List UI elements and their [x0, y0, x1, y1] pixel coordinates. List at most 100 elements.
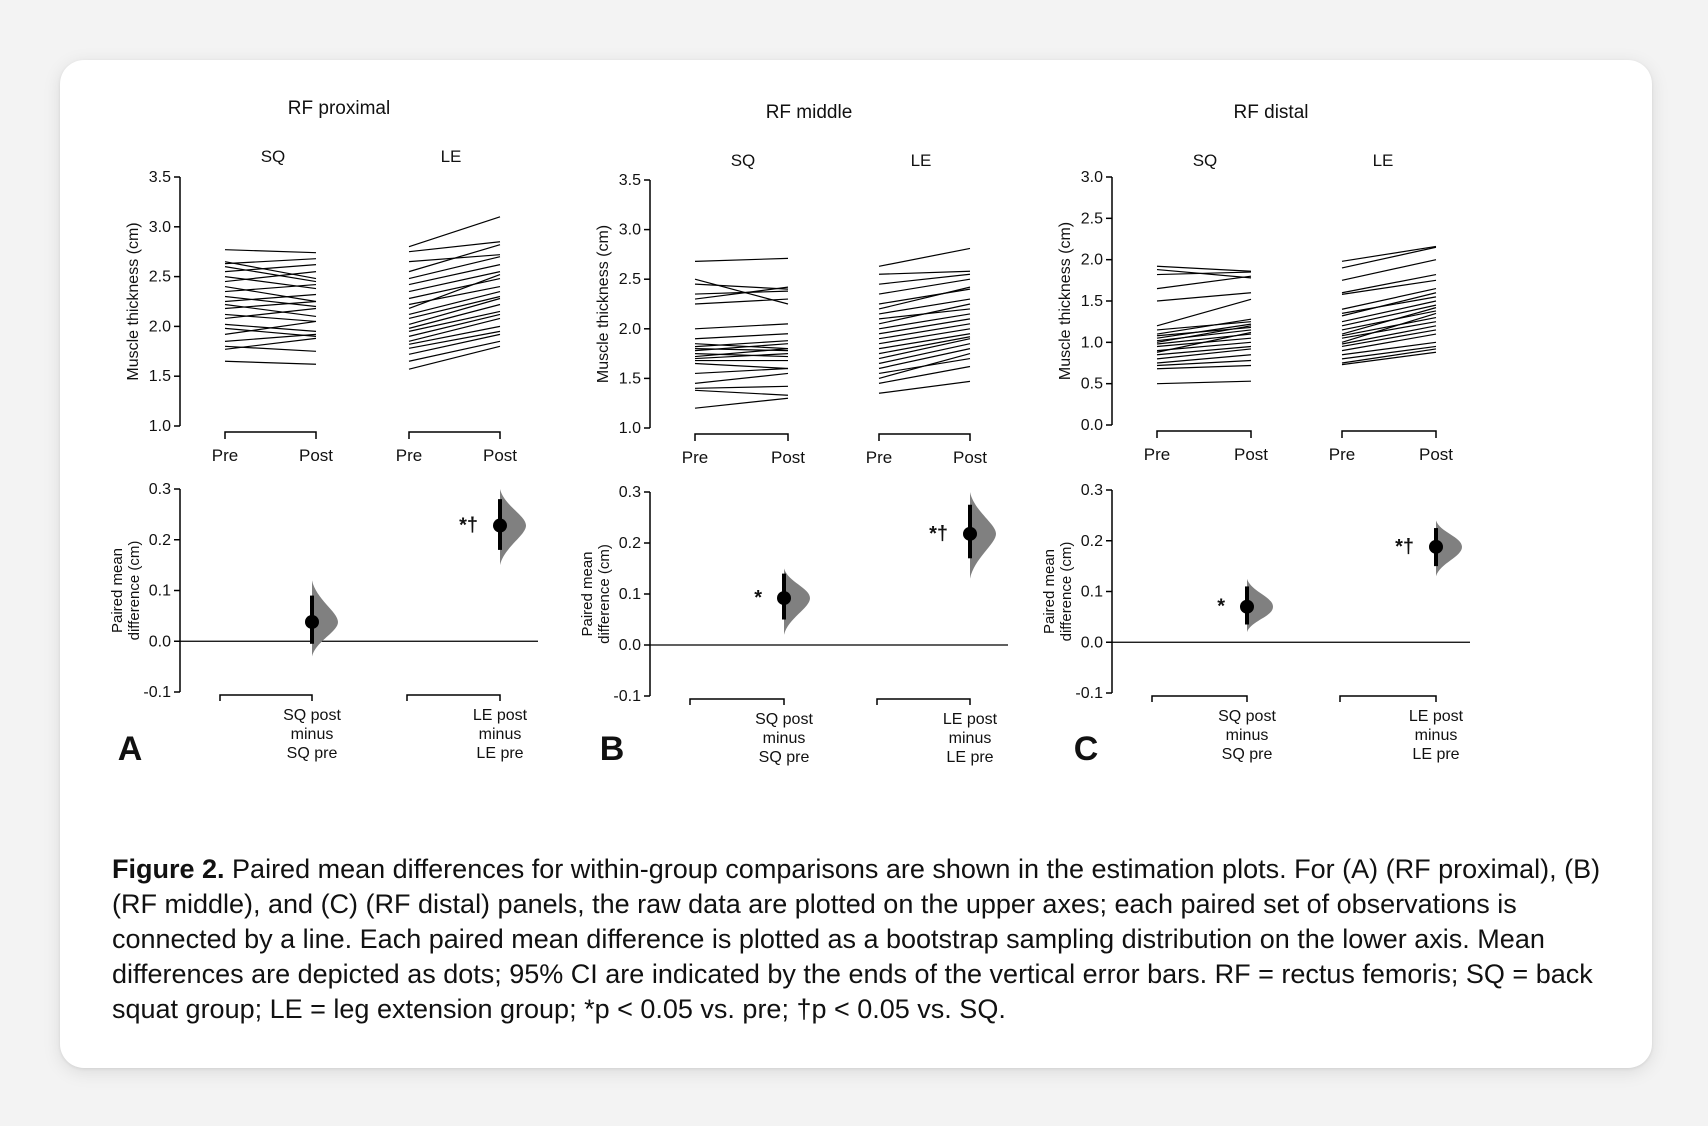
- upper-x-bracket: [408, 431, 501, 439]
- paired-line-sq: [224, 337, 317, 350]
- paired-line-le: [1341, 259, 1437, 281]
- paired-line-sq: [224, 258, 317, 265]
- upper-y-tick-label: 1.5: [1081, 293, 1103, 310]
- bootstrap-distribution: [970, 492, 996, 579]
- paired-line-sq: [224, 307, 317, 320]
- lower-y-tick-label: -0.1: [613, 688, 641, 705]
- paired-line-le: [408, 216, 501, 248]
- paired-line-sq: [1156, 298, 1252, 327]
- panel-letter: C: [1074, 730, 1099, 768]
- paired-line-sq: [1156, 265, 1252, 272]
- caption-figure-label: Figure 2.: [112, 854, 225, 884]
- paired-line-le: [1341, 296, 1437, 314]
- paired-line-sq: [1156, 345, 1252, 356]
- paired-line-sq: [1156, 321, 1252, 331]
- mean-difference-dot: [1240, 599, 1254, 614]
- paired-line-le: [878, 313, 971, 330]
- paired-line-le: [878, 365, 971, 384]
- mean-difference-dot: [1429, 539, 1443, 554]
- mean-difference-dot: [305, 614, 319, 629]
- paired-line-sq: [1156, 364, 1252, 370]
- paired-line-le: [878, 328, 971, 345]
- upper-y-tick-label: 2.5: [619, 271, 641, 288]
- lower-y-tick-label: 0.2: [149, 532, 171, 549]
- lower-y-tick-label: 0.0: [1081, 634, 1103, 651]
- lower-x-bracket: [219, 694, 313, 701]
- paired-line-le: [1341, 245, 1437, 262]
- lower-y-tick-label: 0.0: [149, 633, 171, 650]
- lower-y-tick-label: 0.3: [149, 481, 171, 498]
- lower-y-axis-label-line1: Paired mean: [1041, 549, 1058, 634]
- paired-line-sq: [694, 333, 789, 340]
- paired-line-le: [1341, 321, 1437, 339]
- comparison-label: minus: [1226, 727, 1269, 744]
- paired-line-sq: [694, 343, 789, 352]
- panel-C: RF distal SQ LE 0.0 0.5 1.0 1.5 2.0 2.5 3.0 Muscle…: [1041, 102, 1470, 768]
- paired-line-sq: [224, 271, 317, 283]
- paired-line-le: [408, 290, 501, 316]
- paired-line-le: [1341, 300, 1437, 323]
- mean-difference-dot: [493, 518, 507, 533]
- paired-line-sq: [694, 362, 789, 370]
- paired-line-le: [408, 297, 501, 325]
- upper-y-tick-label: 1.5: [619, 370, 641, 387]
- lower-x-bracket: [406, 694, 501, 701]
- upper-x-tick-label: Pre: [866, 448, 892, 467]
- paired-line-le: [408, 313, 501, 337]
- estimation-plots-figure: RF proximal SQ LE 1.0 1.5 2.0 2.5 3.0 3.5 Muscle …: [109, 98, 1470, 768]
- paired-line-le: [408, 303, 501, 329]
- comparison-label: SQ post: [755, 711, 813, 728]
- paired-line-sq: [224, 283, 317, 293]
- upper-y-tick-label: 1.0: [149, 418, 171, 435]
- significance-marker: *†: [1395, 536, 1414, 558]
- paired-line-sq: [694, 353, 789, 358]
- bootstrap-distribution: [784, 568, 810, 635]
- lower-y-tick-label: 0.3: [1081, 482, 1103, 499]
- paired-line-le: [878, 278, 971, 295]
- paired-line-le: [1341, 325, 1437, 345]
- paired-line-le: [408, 271, 501, 293]
- paired-line-sq: [1156, 271, 1252, 276]
- paired-line-sq: [224, 266, 317, 283]
- group-label-le: LE: [441, 147, 462, 166]
- upper-x-tick-label: Pre: [682, 448, 708, 467]
- paired-line-sq: [1156, 275, 1252, 290]
- upper-x-tick-label: Pre: [212, 446, 238, 465]
- paired-line-sq: [1156, 318, 1252, 335]
- paired-line-sq: [224, 313, 317, 323]
- lower-y-tick-label: 0.0: [619, 637, 641, 654]
- upper-x-tick-label: Post: [483, 446, 517, 465]
- lower-y-tick-label: 0.2: [619, 535, 641, 552]
- upper-y-tick-label: 3.0: [149, 219, 171, 236]
- upper-y-tick-label: 2.0: [149, 318, 171, 335]
- lower-y-tick-label: 0.1: [149, 583, 171, 600]
- paired-line-le: [1341, 316, 1437, 337]
- upper-x-tick-label: Pre: [1329, 445, 1355, 464]
- comparison-label: minus: [949, 730, 992, 747]
- group-label-sq: SQ: [261, 147, 286, 166]
- paired-line-sq: [224, 333, 317, 342]
- upper-y-tick-label: 3.5: [149, 169, 171, 186]
- upper-y-axis-label: Muscle thickness (cm): [595, 225, 612, 383]
- paired-line-sq: [224, 249, 317, 254]
- upper-x-bracket: [878, 433, 971, 441]
- upper-y-tick-label: 2.5: [149, 269, 171, 286]
- upper-y-tick-label: 1.5: [149, 368, 171, 385]
- lower-y-tick-label: 0.3: [619, 484, 641, 501]
- figure-caption: Figure 2. Paired mean differences for wi…: [112, 852, 1608, 1027]
- lower-x-bracket: [1151, 695, 1248, 702]
- paired-line-sq: [694, 348, 789, 358]
- upper-y-tick-label: 1.0: [1081, 334, 1103, 351]
- paired-line-le: [1341, 246, 1437, 269]
- paired-line-sq: [694, 389, 789, 396]
- paired-line-le: [1341, 333, 1437, 352]
- paired-line-le: [408, 340, 501, 362]
- paired-line-sq: [694, 372, 789, 384]
- paired-line-le: [1341, 329, 1437, 348]
- comparison-label: SQ post: [1218, 708, 1276, 725]
- paired-line-sq: [694, 323, 789, 330]
- paired-line-le: [1341, 273, 1437, 294]
- paired-line-sq: [224, 285, 317, 303]
- paired-line-le: [878, 333, 971, 350]
- paired-line-sq: [224, 360, 317, 365]
